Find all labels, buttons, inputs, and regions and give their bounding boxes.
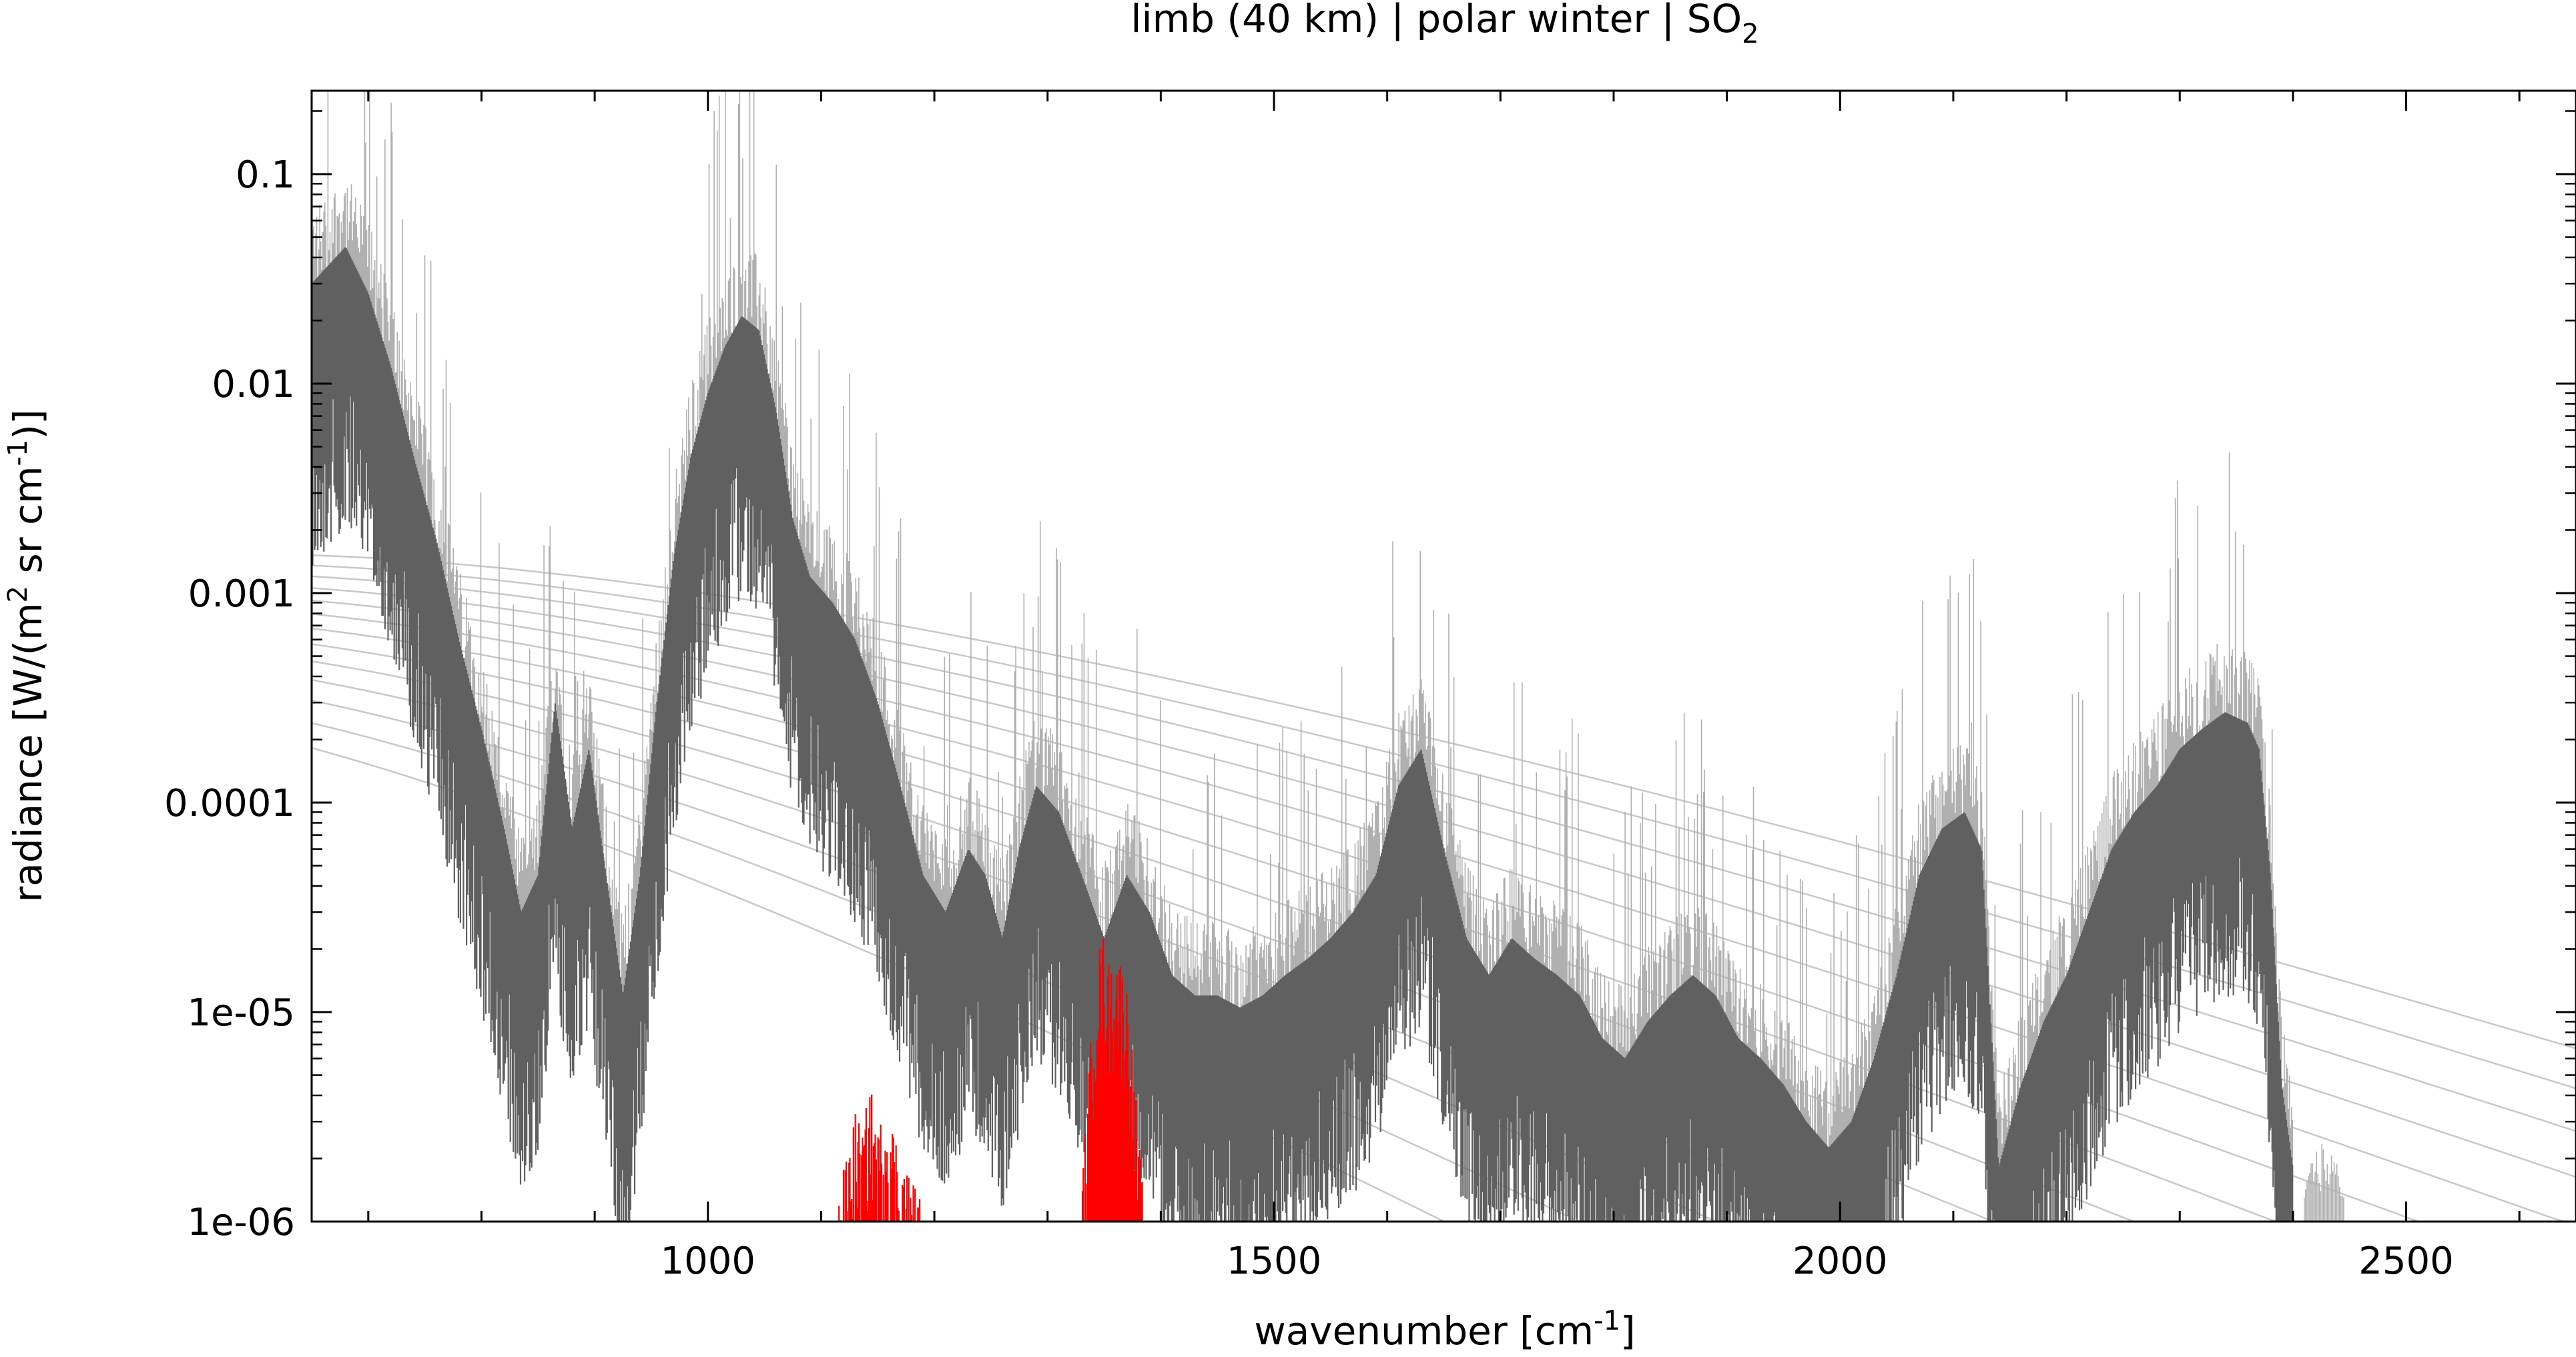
chart-title: limb (40 km) | polar winter | SO2 (1131, 0, 1758, 49)
x-axis-ticks: 1000 1500 2000 2500 (367, 91, 2521, 1283)
x-tick-label: 2000 (1793, 1240, 1888, 1283)
chart-title-subscript: 2 (1742, 19, 1758, 49)
y-axis-ticks: 1e-06 1e-05 0.0001 0.001 0.01 0.1 (164, 110, 2576, 1244)
x-axis-title: wavenumber [cm-1] (1254, 1306, 1635, 1354)
y-tick-label: 1e-06 (187, 1201, 295, 1244)
y-axis-title-middle: sr cm (5, 466, 51, 586)
so2-band-1 (838, 1094, 921, 1222)
y-axis-title-superscript-2: -1 (3, 440, 33, 466)
x-axis-title-end: ] (1620, 1308, 1636, 1354)
so2-band-2 (1081, 938, 1143, 1222)
y-axis-title: radiance [W/(m2 sr cm-1)] (3, 409, 51, 902)
x-tick-label: 1500 (1227, 1240, 1322, 1283)
y-axis-title-end: )] (5, 409, 51, 439)
so2-series (838, 938, 1143, 1222)
x-tick-label: 2500 (2358, 1240, 2454, 1283)
y-tick-label: 0.01 (212, 363, 295, 406)
spectrum-bump-2420 (2304, 1144, 2344, 1222)
y-tick-label: 1e-05 (187, 991, 295, 1035)
x-tick-label: 1000 (661, 1240, 756, 1283)
y-axis-title-superscript-1: 2 (3, 586, 33, 602)
x-axis-title-superscript: -1 (1594, 1306, 1620, 1336)
y-tick-label: 0.001 (188, 572, 295, 616)
y-tick-label: 0.0001 (164, 782, 295, 825)
y-tick-label: 0.1 (236, 153, 295, 197)
spectrum-series (310, 91, 2344, 1222)
